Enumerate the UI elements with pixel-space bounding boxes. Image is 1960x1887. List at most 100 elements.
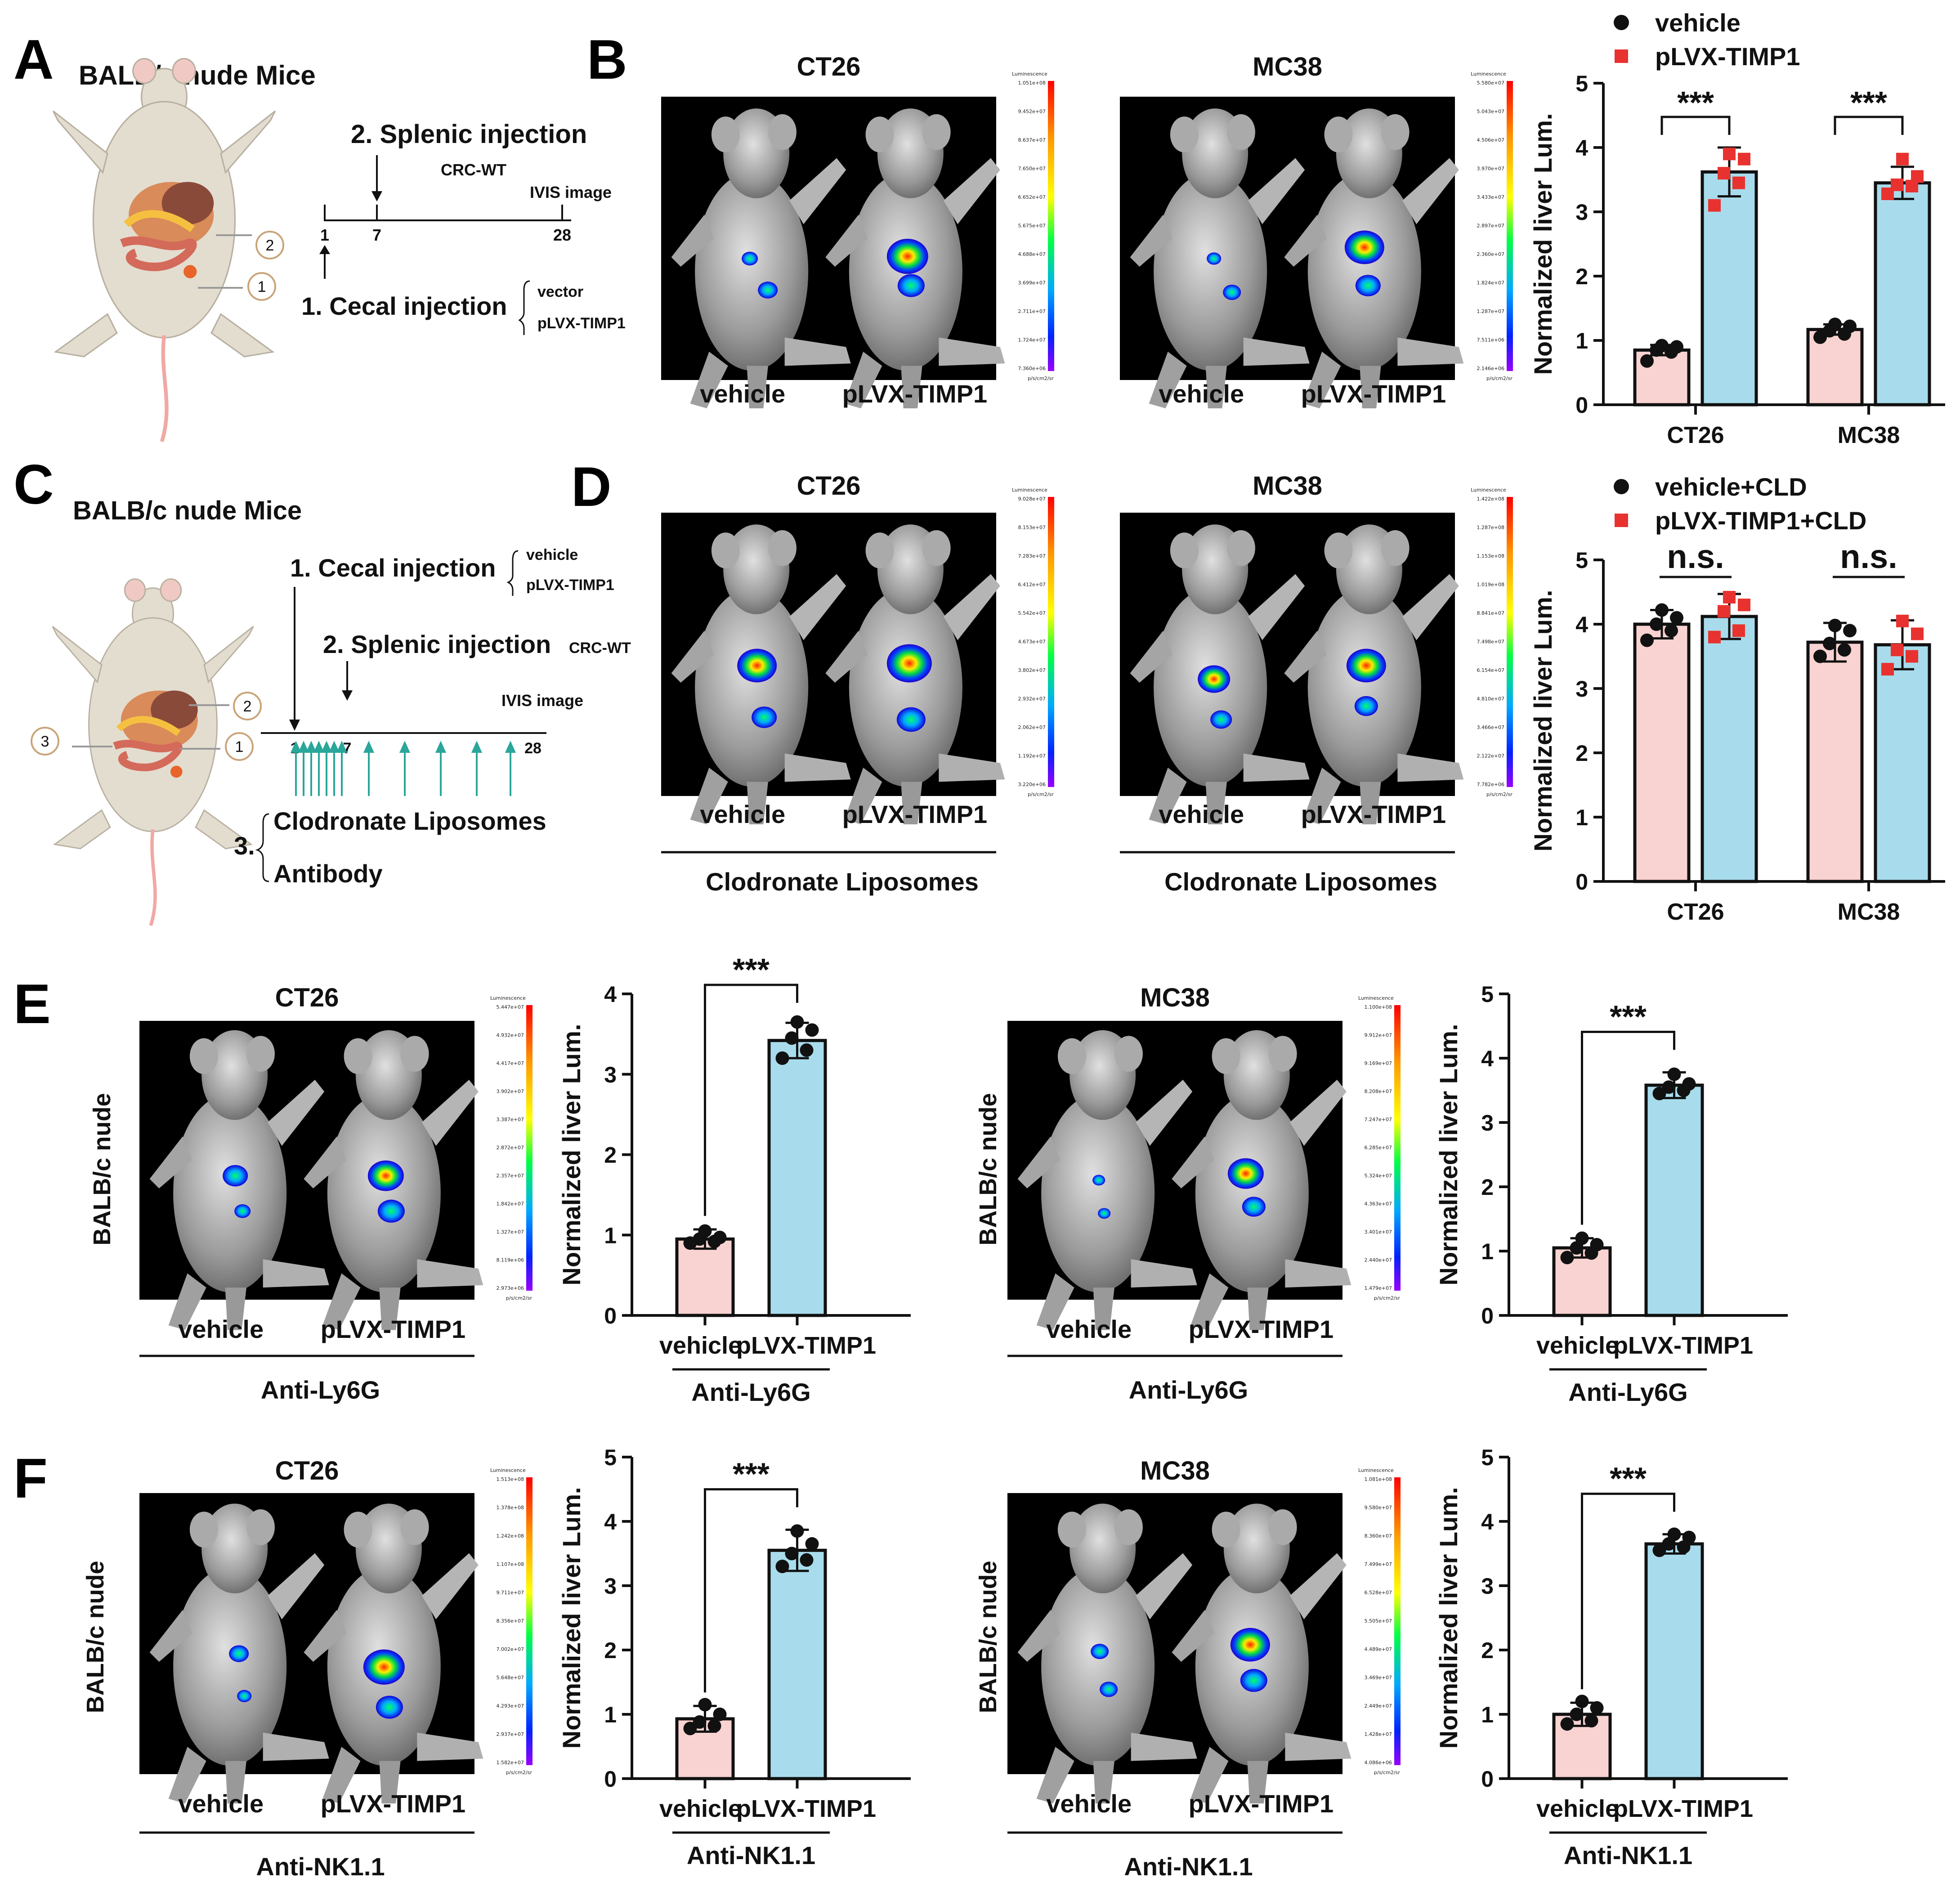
bar-3-timp1 bbox=[1644, 1083, 1704, 1317]
panel-c-group-timp1: pLVX-TIMP1 bbox=[526, 577, 614, 594]
scale-units-f-ct26: p/s/cm2/sr bbox=[506, 1770, 532, 1775]
ivis-signal-b-mc38-1 bbox=[1344, 230, 1384, 264]
chart-D-bar: vehicle+CLD pLVX-TIMP1+CLD 0 1 2 3 4 5 Normalize… bbox=[1529, 473, 1945, 925]
point-5-timp1-3 bbox=[1682, 1530, 1696, 1544]
ivis-panel-d-ct26: CT26 Luminescence 9.028e+07 8.153e+07 7.283e… bbox=[661, 471, 1054, 896]
point-1-s1-c0-0 bbox=[1708, 630, 1721, 644]
bar-0-s1-c1 bbox=[1874, 181, 1931, 407]
scale-units-d-mc38: p/s/cm2/sr bbox=[1486, 791, 1513, 797]
ivis-label-vehicle-f-ct26: vehicle bbox=[178, 1789, 264, 1818]
point-1-s0-c0-1 bbox=[1665, 624, 1678, 638]
scale-tick-d-mc38-1: 1.287e+08 bbox=[1477, 525, 1504, 531]
scale-tick-f-ct26-0: 1.513e+08 bbox=[497, 1476, 524, 1482]
y-tick-label-2-0: 0 bbox=[604, 1303, 617, 1328]
scale-units-e-mc38: p/s/cm2/sr bbox=[1374, 1295, 1400, 1301]
point-1-s1-c1-0 bbox=[1881, 663, 1894, 676]
scale-tick-f-ct26-1: 1.378e+08 bbox=[497, 1505, 524, 1511]
panel-a-step-cecal: 1. Cecal injection bbox=[301, 292, 507, 320]
scale-header-b-mc38: Luminescence bbox=[1471, 71, 1506, 77]
scale-tick-f-ct26-7: 5.648e+07 bbox=[497, 1675, 524, 1681]
scale-tick-d-ct26-7: 2.932e+07 bbox=[1018, 696, 1046, 702]
ivis-signal-d-ct26-1 bbox=[752, 707, 777, 728]
sig-label-0-0: *** bbox=[1677, 85, 1714, 120]
scale-tick-b-ct26-4: 6.652e+07 bbox=[1018, 194, 1046, 200]
ivis-label-timp1-b-mc38: pLVX-TIMP1 bbox=[1301, 380, 1446, 408]
ivis-title-b-mc38: MC38 bbox=[1253, 52, 1322, 81]
ivis-title-d-mc38: MC38 bbox=[1253, 471, 1322, 501]
scale-header-e-ct26: Luminescence bbox=[490, 995, 526, 1001]
point-1-s0-c1-4 bbox=[1828, 618, 1842, 632]
ivis-signal-f-ct26-2 bbox=[363, 1649, 405, 1685]
ivis-signal-d-mc38-1 bbox=[1210, 710, 1232, 729]
point-5-vehicle-0 bbox=[1560, 1717, 1574, 1731]
scale-tick-b-mc38-5: 2.897e+07 bbox=[1477, 223, 1504, 229]
point-4-vehicle-2 bbox=[693, 1715, 707, 1729]
scale-tick-d-ct26-9: 1.192e+07 bbox=[1018, 753, 1046, 759]
y-tick-label-5-0: 0 bbox=[1481, 1766, 1494, 1792]
ivis-signal-d-mc38-2 bbox=[1346, 648, 1386, 683]
scale-tick-d-mc38-3: 1.019e+08 bbox=[1477, 582, 1504, 588]
point-0-s0-c0-4 bbox=[1655, 339, 1669, 353]
panel-letter-b: B bbox=[587, 29, 627, 91]
scale-units-f-mc38: p/s/cm2/sr bbox=[1374, 1770, 1400, 1775]
scale-tick-d-mc38-8: 3.466e+07 bbox=[1477, 724, 1504, 730]
scale-tick-e-mc38-9: 2.440e+07 bbox=[1365, 1257, 1392, 1263]
scale-tick-e-mc38-2: 9.169e+07 bbox=[1365, 1060, 1392, 1066]
scale-tick-f-mc38-3: 7.499e+07 bbox=[1365, 1561, 1392, 1567]
scale-tick-f-ct26-5: 8.356e+07 bbox=[497, 1618, 524, 1624]
ivis-signal-b-ct26-1 bbox=[886, 238, 928, 274]
sig-label-3: *** bbox=[1610, 999, 1647, 1034]
y-tick-label-5-2: 2 bbox=[1481, 1638, 1494, 1663]
scale-header-f-mc38: Luminescence bbox=[1358, 1467, 1394, 1473]
y-tick-label-2-3: 3 bbox=[604, 1062, 617, 1087]
ivis-label-vehicle-d-mc38: vehicle bbox=[1159, 800, 1244, 828]
scale-tick-e-ct26-10: 2.973e+06 bbox=[497, 1285, 524, 1291]
ivis-title-e-ct26: CT26 bbox=[275, 983, 339, 1012]
ivis-group-label-e-ct26: Anti-Ly6G bbox=[261, 1376, 380, 1404]
teal-arrow-head-10 bbox=[471, 741, 483, 753]
scale-tick-e-mc38-4: 7.247e+07 bbox=[1365, 1117, 1392, 1122]
y-tick-label-0-1: 1 bbox=[1575, 328, 1588, 353]
scale-header-d-mc38: Luminescence bbox=[1471, 487, 1506, 493]
panel-a-circle-1 bbox=[247, 272, 276, 301]
panel-c-circle-1 bbox=[225, 732, 254, 761]
bar-0-s0-c0 bbox=[1633, 348, 1691, 407]
scale-tick-d-ct26-4: 5.542e+07 bbox=[1018, 610, 1046, 616]
point-1-s0-c0-4 bbox=[1655, 603, 1669, 617]
scale-tick-e-ct26-9: 8.119e+06 bbox=[497, 1257, 524, 1263]
scale-tick-e-ct26-8: 1.327e+07 bbox=[497, 1229, 524, 1235]
point-1-s0-c1-3 bbox=[1843, 624, 1857, 638]
panel-c-crc: CRC-WT bbox=[569, 639, 631, 657]
panel-c-mouse-illustration bbox=[53, 579, 254, 926]
point-0-s1-c1-3 bbox=[1911, 170, 1924, 183]
scale-tick-f-mc38-2: 8.360e+07 bbox=[1365, 1533, 1392, 1539]
x-tick-label-4-0: vehicle bbox=[659, 1795, 742, 1822]
scale-tick-b-ct26-1: 9.452e+07 bbox=[1018, 109, 1046, 115]
ivis-label-timp1-d-mc38: pLVX-TIMP1 bbox=[1301, 800, 1446, 828]
scale-tick-d-ct26-5: 4.673e+07 bbox=[1018, 639, 1046, 645]
point-5-vehicle-2 bbox=[1570, 1708, 1584, 1721]
ivis-title-b-ct26: CT26 bbox=[797, 52, 861, 81]
scale-tick-e-mc38-1: 9.912e+07 bbox=[1365, 1033, 1392, 1038]
point-4-timp1-1 bbox=[800, 1553, 814, 1567]
panel-letter-a: A bbox=[13, 29, 54, 91]
scale-tick-f-mc38-8: 2.449e+07 bbox=[1365, 1703, 1392, 1709]
point-2-timp1-1 bbox=[800, 1043, 814, 1057]
point-2-timp1-3 bbox=[805, 1023, 819, 1037]
point-0-s0-c1-0 bbox=[1813, 330, 1827, 344]
scale-tick-f-mc38-6: 4.489e+07 bbox=[1365, 1646, 1392, 1652]
point-1-s1-c1-1 bbox=[1906, 650, 1918, 663]
scale-bar-d-mc38 bbox=[1507, 497, 1513, 787]
panel-f-ct26-side-label: BALB/c nude bbox=[82, 1561, 109, 1713]
scale-tick-f-ct26-6: 7.002e+07 bbox=[497, 1646, 524, 1652]
panel-c-circle-1-label: 1 bbox=[235, 738, 244, 756]
ivis-panel-f-ct26: CT26 Luminescence 1.513e+08 1.378e+08 1.242e… bbox=[139, 1456, 533, 1881]
scale-tick-d-mc38-6: 6.154e+07 bbox=[1477, 667, 1504, 673]
ivis-signal-f-mc38-2 bbox=[1230, 1628, 1270, 1662]
y-tick-label-2-4: 4 bbox=[604, 982, 617, 1007]
scale-tick-b-mc38-9: 7.511e+06 bbox=[1477, 337, 1504, 343]
scale-bar-b-mc38 bbox=[1507, 81, 1513, 371]
sig-label-0-1: *** bbox=[1850, 85, 1887, 120]
group-label-5: Anti-NK1.1 bbox=[1564, 1841, 1692, 1869]
panel-c-treatment-arrows bbox=[290, 741, 516, 796]
